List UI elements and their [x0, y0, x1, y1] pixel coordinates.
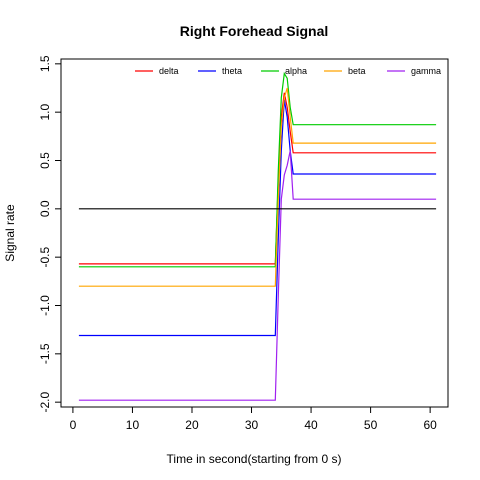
- x-tick-label: 30: [245, 418, 259, 432]
- series-layer: [78, 71, 437, 401]
- series-line-theta: [78, 99, 437, 337]
- y-tick-label: -0.5: [38, 247, 52, 268]
- y-tick-label: 1.0: [38, 104, 52, 121]
- y-axis: -2.0 -1.5 -1.0 -0.5 0.0 0.5 1.0 1.5: [38, 55, 61, 413]
- series-line-alpha: [78, 71, 437, 268]
- x-tick-label: 0: [70, 418, 77, 432]
- y-tick-label: 1.5: [38, 55, 52, 72]
- legend: delta theta alpha beta gamma: [135, 66, 441, 76]
- series-line-delta: [78, 92, 437, 265]
- y-axis-label: Signal rate: [3, 204, 17, 262]
- series-line-beta: [78, 87, 437, 287]
- y-tick-label: -1.0: [38, 295, 52, 316]
- x-tick-label: 50: [364, 418, 378, 432]
- y-tick-label: 0.0: [38, 200, 52, 217]
- x-tick-label: 40: [304, 418, 318, 432]
- x-tick-label: 10: [126, 418, 140, 432]
- chart-title: Right Forehead Signal: [180, 23, 329, 39]
- x-tick-label: 20: [185, 418, 199, 432]
- legend-label: alpha: [285, 66, 307, 76]
- y-tick-label: -1.5: [38, 343, 52, 364]
- legend-label: beta: [348, 66, 366, 76]
- x-axis: 0 10 20 30 40 50 60: [70, 407, 437, 432]
- x-axis-label: Time in second(starting from 0 s): [167, 452, 342, 466]
- legend-label: delta: [159, 66, 179, 76]
- series-line-gamma: [78, 150, 437, 401]
- legend-label: gamma: [411, 66, 441, 76]
- x-tick-label: 60: [423, 418, 437, 432]
- y-tick-label: 0.5: [38, 152, 52, 169]
- legend-label: theta: [222, 66, 242, 76]
- plot-frame: [60, 58, 449, 408]
- y-tick-label: -2.0: [38, 392, 52, 413]
